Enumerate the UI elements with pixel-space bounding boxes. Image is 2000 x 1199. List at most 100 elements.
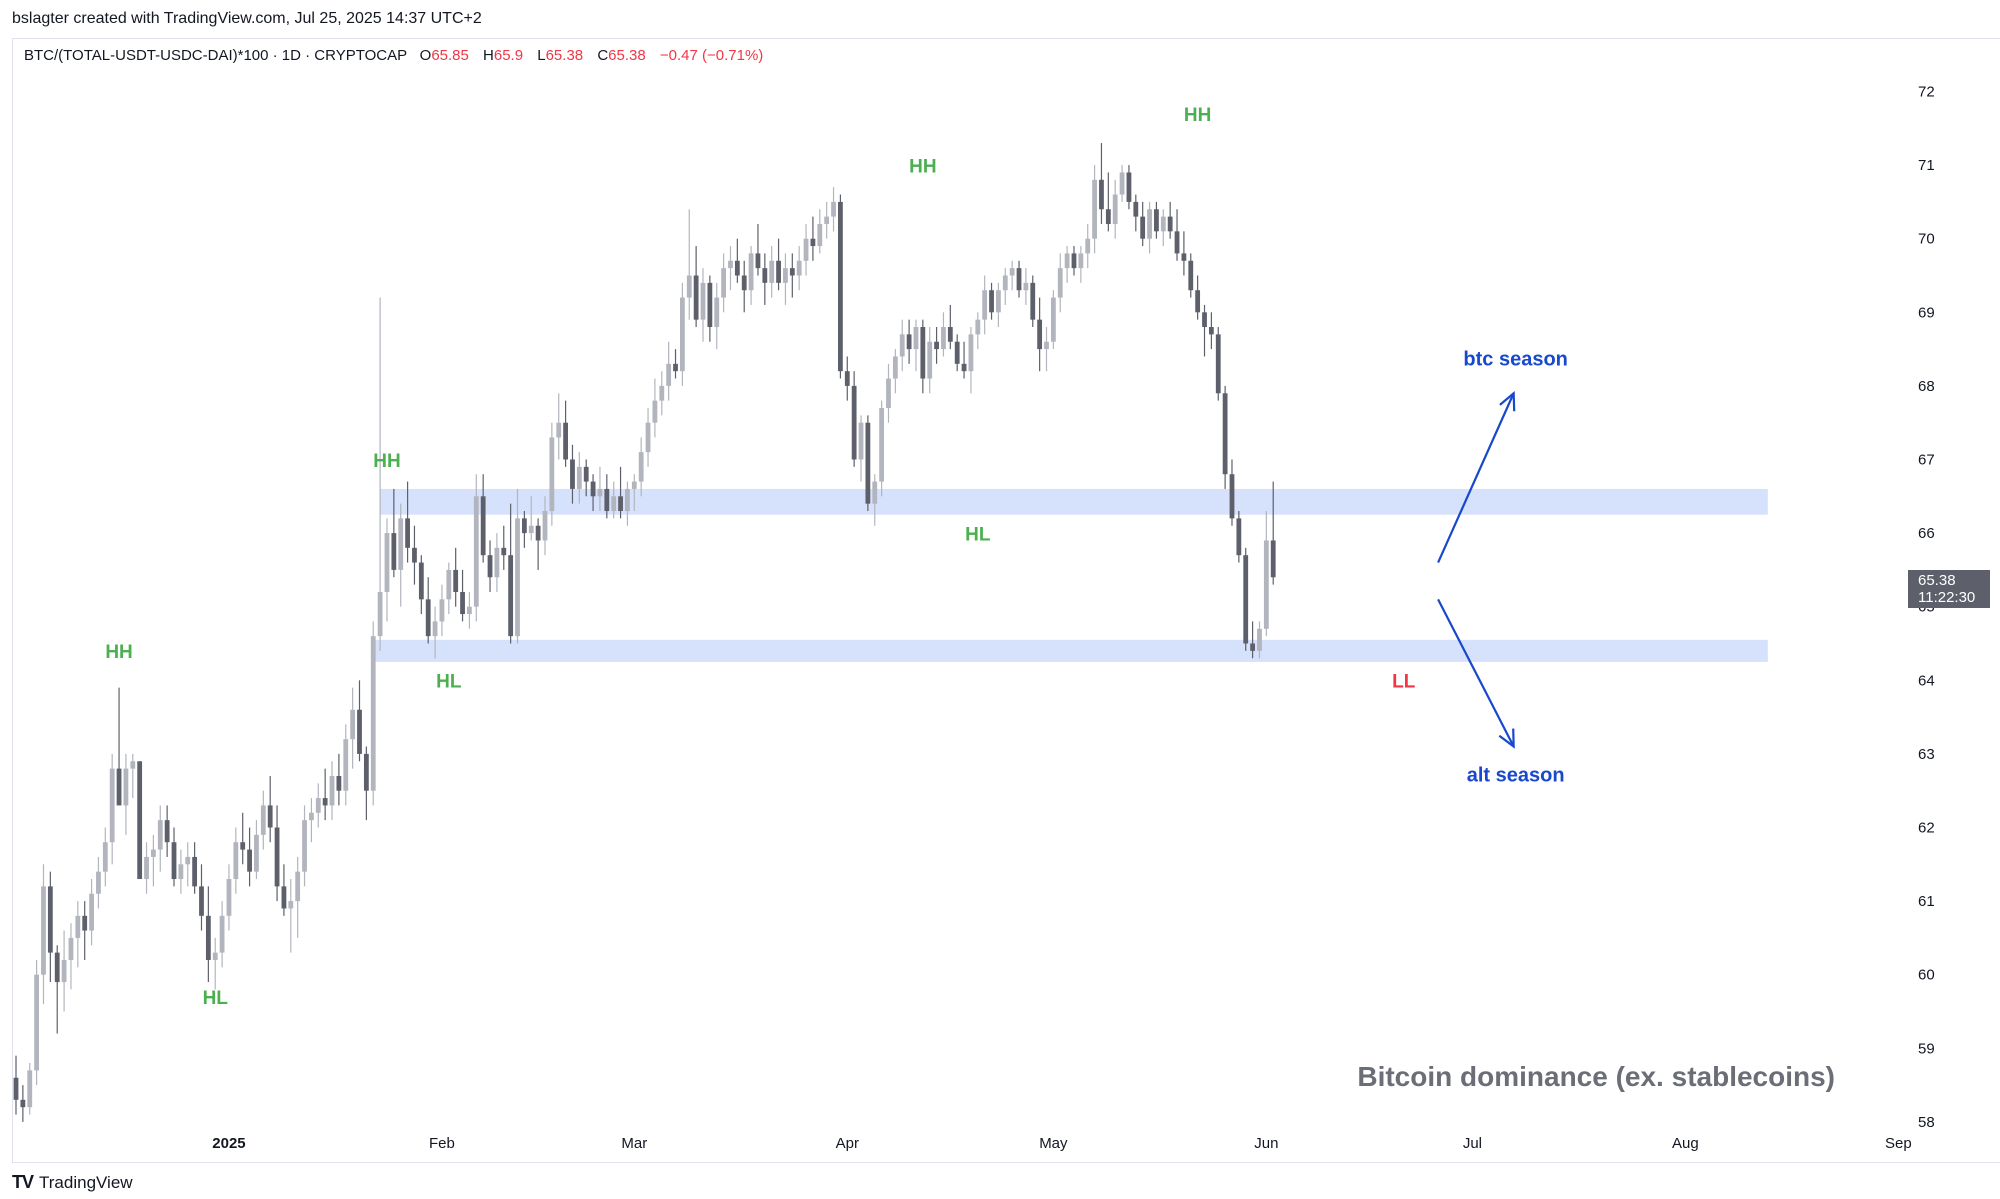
- candle-body: [961, 363, 967, 372]
- candle-body: [123, 768, 129, 806]
- candle-body: [1002, 275, 1008, 291]
- candle: [521, 511, 527, 548]
- candle-body: [412, 547, 417, 563]
- candle: [363, 746, 369, 821]
- candle: [776, 238, 781, 291]
- candle: [109, 753, 115, 865]
- candle-body: [576, 466, 582, 489]
- candle-body: [260, 805, 266, 835]
- candle: [1250, 621, 1255, 659]
- candle-body: [20, 1099, 26, 1108]
- arrow-head-icon: [1499, 390, 1516, 412]
- candle: [267, 775, 273, 843]
- candle-body: [879, 407, 885, 482]
- candle: [927, 327, 933, 394]
- candle: [398, 503, 404, 607]
- candle: [1270, 481, 1276, 585]
- candle: [377, 297, 383, 651]
- candle: [391, 488, 397, 578]
- candle-body: [824, 216, 830, 224]
- candle: [1119, 165, 1125, 202]
- candle-body: [941, 327, 946, 350]
- candle-body: [281, 886, 287, 909]
- tradingview-brand[interactable]: TV TradingView: [12, 1172, 133, 1193]
- candle-body: [116, 768, 122, 806]
- candle: [796, 246, 802, 291]
- candle-body: [1064, 253, 1070, 269]
- candle: [817, 209, 823, 254]
- candle: [858, 415, 864, 482]
- candle-body: [1140, 216, 1146, 239]
- candle: [82, 901, 88, 960]
- candle: [1112, 179, 1118, 239]
- candle: [865, 415, 871, 512]
- arrow-line: [1437, 392, 1515, 563]
- candle: [941, 312, 946, 357]
- candle: [315, 783, 321, 828]
- price-axis: 585960616263646566676869707172: [1918, 84, 1935, 1131]
- swing-label-hl: HL: [965, 524, 991, 545]
- candle: [1174, 209, 1180, 261]
- candle: [611, 481, 617, 519]
- candle: [968, 327, 974, 394]
- candle-body: [1044, 341, 1049, 350]
- candle: [370, 621, 376, 806]
- candle-body: [659, 385, 665, 401]
- candle-body: [886, 378, 891, 408]
- candle: [982, 275, 988, 335]
- brand-name: TradingView: [39, 1172, 133, 1192]
- candle: [61, 930, 67, 1012]
- last-price-tag: 65.38 11:22:30: [1908, 570, 1990, 608]
- candle: [728, 246, 733, 291]
- candle: [47, 871, 53, 983]
- candle: [130, 753, 136, 799]
- scenario-btc: btc season: [1437, 348, 1568, 563]
- change-value: −0.47 (−0.71%): [659, 47, 764, 64]
- candle-body: [82, 915, 88, 931]
- candle-body: [96, 871, 101, 894]
- bar-countdown: 11:22:30: [1918, 589, 1976, 606]
- candle: [618, 466, 623, 519]
- candle: [157, 805, 163, 872]
- candle: [75, 901, 81, 968]
- candle-body: [1147, 209, 1152, 239]
- candle-body: [398, 518, 404, 570]
- candle: [164, 805, 170, 857]
- candle-body: [1023, 282, 1029, 291]
- candle: [281, 864, 287, 916]
- candle-body: [254, 834, 259, 872]
- candle-body: [363, 753, 369, 791]
- candle: [240, 812, 246, 865]
- candle: [666, 341, 672, 401]
- candle-body: [219, 915, 225, 953]
- candle: [467, 591, 472, 629]
- candle: [714, 282, 720, 350]
- candle: [295, 856, 301, 938]
- candle: [824, 201, 830, 239]
- candle-body: [556, 422, 562, 438]
- candle-body: [295, 871, 301, 902]
- candle-body: [892, 356, 898, 379]
- candle-body: [1202, 312, 1207, 328]
- candle-body: [721, 268, 727, 298]
- candle-body: [157, 820, 163, 850]
- candle: [803, 223, 809, 276]
- candle: [13, 1055, 19, 1115]
- candle: [996, 282, 1001, 328]
- price-tick: 63: [1918, 746, 1935, 763]
- candle-body: [631, 481, 637, 489]
- candle: [549, 422, 555, 526]
- candle-body: [1263, 540, 1269, 629]
- swing-label-hh: HH: [105, 642, 132, 663]
- candle-body: [467, 606, 472, 615]
- candle: [247, 827, 252, 887]
- high-value: 65.9: [493, 47, 524, 64]
- candle: [1092, 165, 1097, 254]
- symbol-legend[interactable]: BTC/(TOTAL-USDT-USDC-DAI)*100 · 1D · CRY…: [24, 47, 773, 64]
- candle: [652, 378, 658, 438]
- tradingview-logo-icon: TV: [12, 1172, 34, 1192]
- candle: [679, 282, 685, 386]
- candle: [707, 275, 713, 342]
- candle-body: [391, 533, 397, 570]
